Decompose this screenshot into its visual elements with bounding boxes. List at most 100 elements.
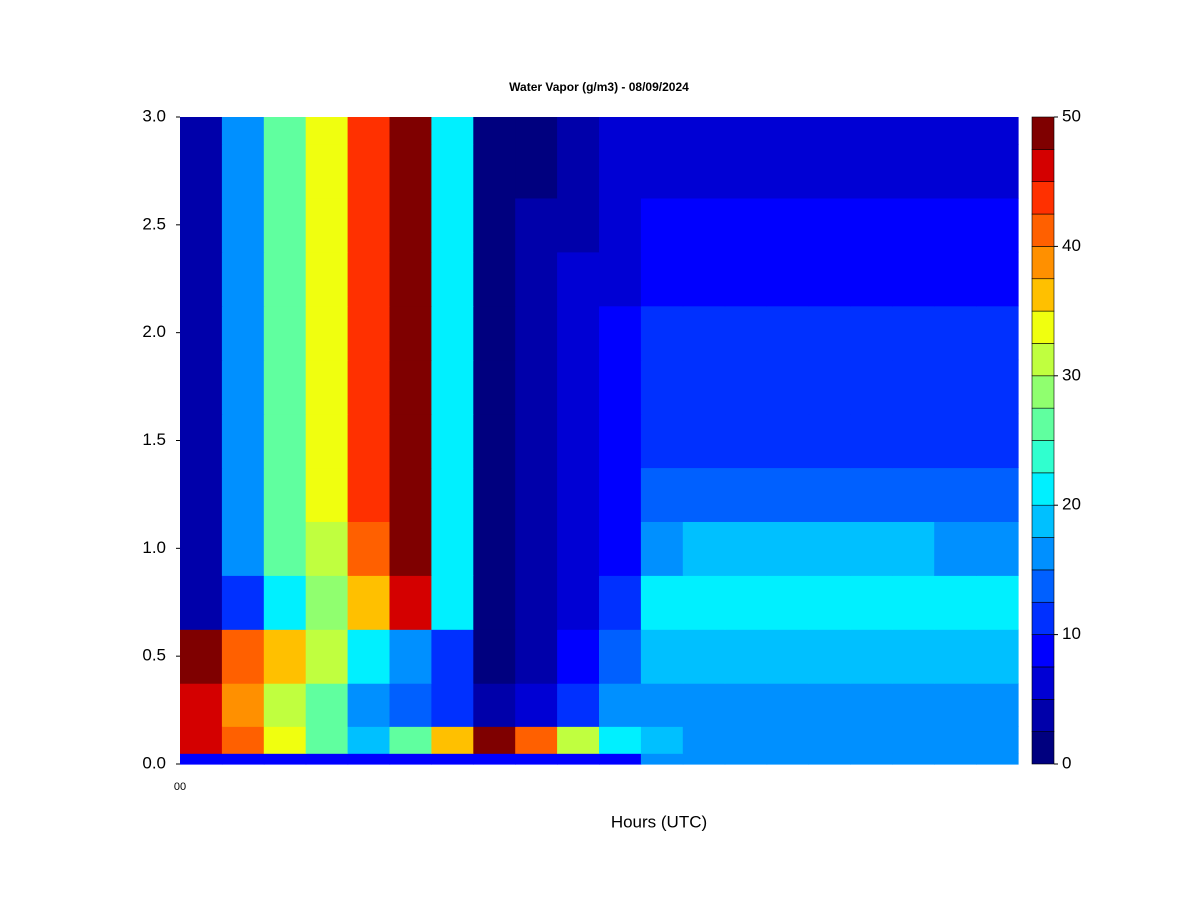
contour-cell [599,251,642,307]
contour-cell [473,575,516,630]
contour-cell [640,753,684,765]
colorbar-tick-label: 40 [1062,236,1081,255]
contour-cell [221,753,265,765]
contour-cell [892,197,935,253]
contour-cell [892,305,935,361]
contour-cell [515,683,558,727]
contour-cell [180,726,223,754]
contour-cell [557,629,600,684]
contour-cell [305,726,349,754]
contour-cell [431,726,474,754]
contour-cell [599,467,642,522]
colorbar-band [1031,472,1055,506]
contour-cell [557,726,600,754]
colorbar-band [1031,375,1055,409]
colorbar-band [1031,149,1055,183]
contour-cell [221,305,265,361]
contour-cell [640,251,684,307]
contour-cell [934,726,977,754]
contour-cell [221,143,265,199]
contour-cell [892,726,935,754]
contour-cell [808,629,851,684]
contour-cell [976,726,1019,754]
contour-cell [808,521,851,576]
contour-cell [180,575,223,630]
contour-cell [766,467,810,522]
contour-cell [347,629,391,684]
contour-cell [473,413,516,469]
contour-cell [180,413,223,469]
contour-cell [976,117,1019,145]
contour-cell [389,143,432,199]
contour-cell [599,683,642,727]
contour-cell [599,143,642,199]
contour-cell [557,467,600,522]
contour-cell [640,143,684,199]
contour-cell [976,521,1019,576]
contour-cell [515,251,558,307]
colorbar-band [1031,537,1055,571]
contour-cell [347,521,391,576]
contour-cell [347,467,391,522]
contour-cell [934,575,977,630]
contour-cell [850,726,893,754]
contour-cell [263,726,307,754]
contour-cell [515,629,558,684]
contour-cell [724,251,768,307]
contour-cell [934,467,977,522]
contour-cell [180,251,223,307]
contour-cell [263,575,307,630]
contour-cell [976,683,1019,727]
contour-cell [263,143,307,199]
contour-cell [892,117,935,145]
contour-cell [724,467,768,522]
contour-cell [515,197,558,253]
contour-cell [850,305,893,361]
contour-cell [180,143,223,199]
contour-cell [682,251,726,307]
contour-cell [389,467,432,522]
contour-cell [305,359,349,415]
colorbar-band [1031,504,1055,538]
contour-cell [976,753,1019,765]
contour-cell [221,197,265,253]
contour-cell [976,251,1019,307]
contour-cell [724,753,768,765]
contour-cell [934,753,977,765]
contour-cell [724,683,768,727]
contour-cell [976,629,1019,684]
contour-cell [976,413,1019,469]
contour-cell [892,413,935,469]
contour-cell [431,521,474,576]
contour-cell [640,521,684,576]
colorbar-band [1031,601,1055,635]
contour-cell [766,521,810,576]
contour-cell [473,753,516,765]
contour-cell [347,753,391,765]
contour-cell [682,683,726,727]
contour-cell [766,197,810,253]
contour-cell [850,251,893,307]
contour-cell [389,683,432,727]
contour-cell [640,683,684,727]
contour-cell [599,521,642,576]
contour-cell [263,117,307,145]
contour-cell [347,413,391,469]
contour-cell [221,575,265,630]
contour-cell [515,521,558,576]
contour-cell [599,117,642,145]
y-tick-label: 2.0 [142,322,166,341]
contour-cell [515,143,558,199]
contour-cell [221,359,265,415]
contour-cell [515,359,558,415]
contour-cell [640,413,684,469]
contour-cell [557,143,600,199]
contour-cell [347,143,391,199]
colorbar-band [1031,116,1055,150]
contour-cell [808,413,851,469]
colorbar-tick-label: 20 [1062,495,1081,514]
contour-cell [766,726,810,754]
contour-cell [808,197,851,253]
colorbar-band [1031,731,1055,765]
